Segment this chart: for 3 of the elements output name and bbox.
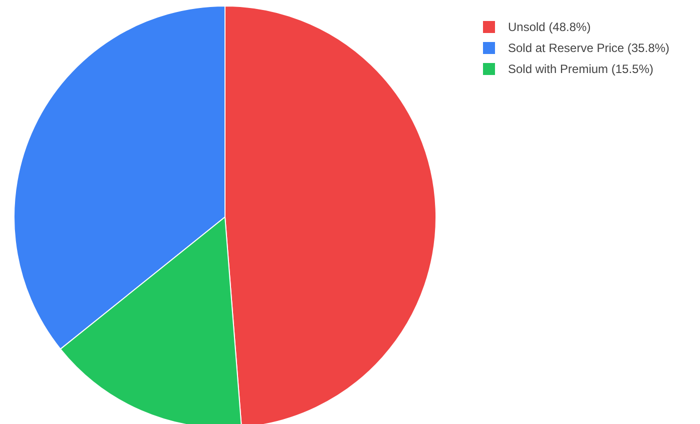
legend-label: Sold at Reserve Price (35.8%) — [508, 41, 670, 56]
legend-label: Sold with Premium (15.5%) — [508, 62, 654, 76]
legend-label: Unsold (48.8%) — [508, 20, 591, 34]
